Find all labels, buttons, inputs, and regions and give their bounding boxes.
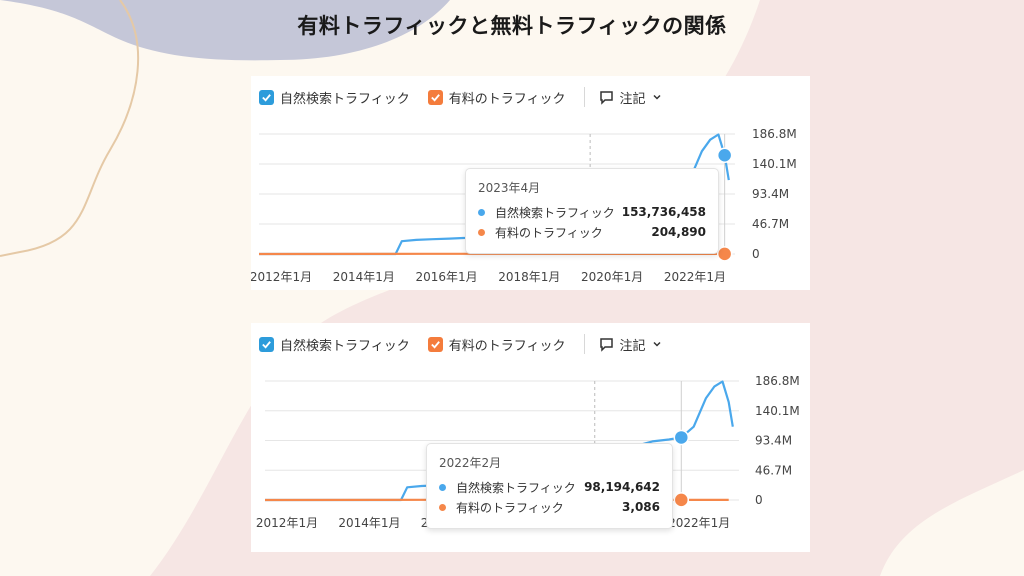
legend-organic-label: 自然検索トラフィック (280, 338, 410, 354)
chart-legend: 自然検索トラフィック 有料のトラフィック 注記 (259, 333, 669, 355)
x-tick-label: 2012年1月 (251, 270, 312, 284)
legend-divider (583, 87, 585, 107)
y-tick-label: 46.7M (755, 463, 792, 477)
paid-marker (673, 492, 690, 508)
y-tick-label: 46.7M (752, 217, 789, 231)
checkbox-paid-icon[interactable] (427, 89, 443, 105)
chevron-down-icon (652, 341, 661, 347)
y-tick-label: 186.8M (755, 374, 800, 388)
organic-dot-icon (439, 483, 446, 491)
page-title: 有料トラフィックと無料トラフィックの関係 (297, 14, 727, 38)
organic-marker (673, 429, 690, 446)
chart-card-1: 自然検索トラフィック 有料のトラフィック 注記 186.8M 140.1M 93.4… (251, 76, 810, 290)
chart-legend: 自然検索トラフィック 有料のトラフィック 注記 (259, 86, 669, 108)
legend-organic[interactable]: 自然検索トラフィック (259, 88, 410, 107)
x-tick-label: 2014年1月 (333, 270, 395, 284)
x-tick-label: 2012年1月 (256, 516, 318, 530)
chevron-down-icon (652, 94, 661, 100)
organic-dot-icon (478, 208, 485, 216)
checkbox-paid-icon[interactable] (427, 336, 443, 352)
paid-marker (716, 246, 733, 262)
legend-organic-label: 自然検索トラフィック (280, 91, 410, 107)
x-tick-label: 2016年1月 (415, 270, 477, 284)
bottom-right-blob (880, 470, 1024, 576)
checkbox-organic-icon[interactable] (259, 336, 274, 352)
notes-label: 注記 (619, 91, 646, 107)
y-tick-label: 93.4M (752, 187, 789, 201)
x-tick-label: 2014年1月 (338, 516, 400, 530)
comment-icon (599, 337, 613, 352)
x-tick-label: 2018年1月 (498, 270, 560, 284)
tooltip-paid-label: 有料のトラフィック (456, 500, 564, 515)
paid-dot-icon (439, 503, 446, 511)
comment-icon (599, 90, 613, 105)
tooltip-organic-value: 98,194,642 (584, 480, 660, 494)
tooltip-paid-value: 204,890 (651, 225, 706, 239)
legend-divider (583, 334, 585, 354)
legend-organic[interactable]: 自然検索トラフィック (259, 335, 410, 354)
y-tick-label: 140.1M (755, 404, 800, 418)
y-tick-label: 140.1M (752, 157, 797, 171)
chart-card-2: 自然検索トラフィック 有料のトラフィック 注記 186.8M 140.1M 93.4… (251, 323, 810, 552)
chart-tooltip: 2022年2月 自然検索トラフィック 98,194,642 有料のトラフィック … (426, 443, 673, 529)
notes-button[interactable]: 注記 (599, 88, 669, 107)
y-tick-label: 0 (752, 247, 760, 261)
checkbox-organic-icon[interactable] (259, 89, 274, 105)
line-chart-2: 186.8M140.1M93.4M46.7M02012年1月2014年1月201… (256, 374, 800, 530)
y-tick-label: 93.4M (755, 434, 792, 448)
lavender-blob (0, 0, 450, 61)
tooltip-paid-label: 有料のトラフィック (495, 225, 603, 240)
notes-button[interactable]: 注記 (599, 335, 669, 354)
beige-wave-line (0, 0, 140, 257)
tooltip-date: 2023年4月 (478, 181, 541, 195)
paid-dot-icon (478, 228, 485, 236)
tooltip-date: 2022年2月 (439, 456, 502, 470)
legend-paid[interactable]: 有料のトラフィック (427, 335, 566, 354)
legend-paid[interactable]: 有料のトラフィック (427, 88, 566, 107)
tooltip-paid-value: 3,086 (622, 500, 660, 514)
x-tick-label: 2022年1月 (668, 516, 730, 530)
organic-marker (716, 147, 733, 164)
x-tick-label: 2022年1月 (664, 270, 726, 284)
tooltip-organic-label: 自然検索トラフィック (495, 205, 615, 220)
tooltip-organic-value: 153,736,458 (621, 205, 706, 219)
legend-paid-label: 有料のトラフィック (448, 338, 566, 354)
notes-label: 注記 (619, 338, 646, 354)
tooltip-organic-label: 自然検索トラフィック (456, 480, 576, 495)
y-tick-label: 0 (755, 493, 763, 507)
chart-tooltip: 2023年4月 自然検索トラフィック 153,736,458 有料のトラフィック… (465, 168, 719, 254)
legend-paid-label: 有料のトラフィック (448, 91, 566, 107)
y-tick-label: 186.8M (752, 127, 797, 141)
x-tick-label: 2020年1月 (581, 270, 643, 284)
